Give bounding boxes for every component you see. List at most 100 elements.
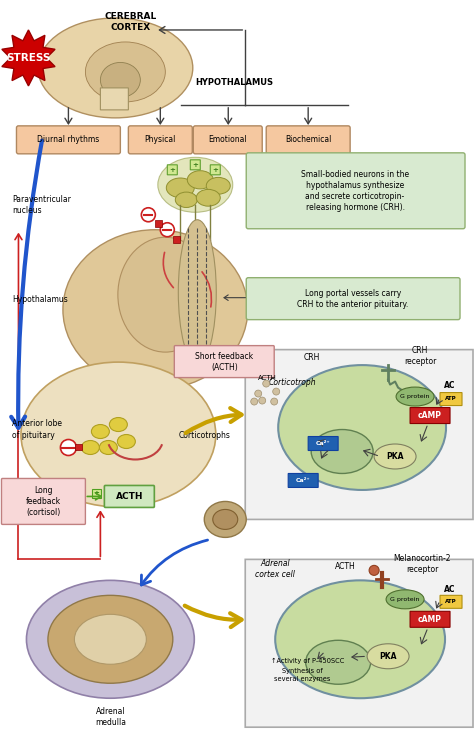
Text: +: + xyxy=(212,167,218,173)
Ellipse shape xyxy=(386,590,424,609)
Ellipse shape xyxy=(278,365,446,490)
Circle shape xyxy=(263,380,270,387)
Bar xyxy=(155,220,162,227)
FancyBboxPatch shape xyxy=(246,277,460,320)
Circle shape xyxy=(271,398,278,405)
Text: HYPOTHALAMUS: HYPOTHALAMUS xyxy=(195,78,273,88)
FancyBboxPatch shape xyxy=(440,393,462,406)
FancyBboxPatch shape xyxy=(104,485,155,507)
Text: Paraventricular
nucleus: Paraventricular nucleus xyxy=(12,195,72,215)
Text: +: + xyxy=(169,167,175,173)
Ellipse shape xyxy=(21,362,216,507)
Bar xyxy=(173,236,180,243)
Text: ACTH: ACTH xyxy=(258,374,277,380)
Text: Biochemical: Biochemical xyxy=(285,135,331,145)
FancyBboxPatch shape xyxy=(1,478,85,524)
Circle shape xyxy=(369,565,379,575)
Ellipse shape xyxy=(204,502,246,537)
FancyBboxPatch shape xyxy=(128,126,192,154)
Ellipse shape xyxy=(63,230,248,390)
Text: PKA: PKA xyxy=(379,652,397,661)
Circle shape xyxy=(60,439,76,456)
FancyBboxPatch shape xyxy=(167,165,177,174)
Text: Corticotroph: Corticotroph xyxy=(268,378,316,387)
Text: CEREBRAL
CORTEX: CEREBRAL CORTEX xyxy=(104,12,156,32)
Text: Adrenal
cortex cell: Adrenal cortex cell xyxy=(255,559,295,580)
Ellipse shape xyxy=(178,220,216,364)
Bar xyxy=(92,489,101,499)
Circle shape xyxy=(255,390,262,397)
Text: G protein: G protein xyxy=(401,394,430,399)
Ellipse shape xyxy=(206,177,230,194)
Text: Long
feedback
(cortisol): Long feedback (cortisol) xyxy=(26,486,61,517)
Circle shape xyxy=(251,398,258,405)
Ellipse shape xyxy=(196,189,220,206)
Text: Hypothalamus: Hypothalamus xyxy=(12,295,68,304)
Text: Ca²⁺: Ca²⁺ xyxy=(296,478,310,483)
FancyBboxPatch shape xyxy=(245,559,473,727)
Text: Emotional: Emotional xyxy=(209,135,247,145)
Ellipse shape xyxy=(91,425,109,439)
Ellipse shape xyxy=(118,237,213,352)
Ellipse shape xyxy=(100,63,140,97)
Text: ATP: ATP xyxy=(445,599,457,604)
FancyBboxPatch shape xyxy=(17,126,120,154)
Text: CRH
receptor: CRH receptor xyxy=(404,345,436,366)
Ellipse shape xyxy=(85,42,165,102)
Circle shape xyxy=(273,388,280,395)
Ellipse shape xyxy=(396,387,434,406)
Text: Small-bodied neurons in the
hypothalamus synthesize
and secrete corticotropin-
r: Small-bodied neurons in the hypothalamus… xyxy=(301,169,409,212)
Ellipse shape xyxy=(109,418,128,431)
Text: AC: AC xyxy=(444,585,456,593)
Text: ACTH: ACTH xyxy=(335,562,356,571)
FancyBboxPatch shape xyxy=(246,153,465,228)
Text: STRESS: STRESS xyxy=(6,53,51,63)
Text: ACTH: ACTH xyxy=(116,492,143,501)
Text: G protein: G protein xyxy=(391,597,420,602)
Ellipse shape xyxy=(74,615,146,664)
Ellipse shape xyxy=(213,510,238,529)
FancyBboxPatch shape xyxy=(266,126,350,154)
Circle shape xyxy=(160,223,174,237)
FancyBboxPatch shape xyxy=(245,350,473,520)
Polygon shape xyxy=(2,30,55,86)
Ellipse shape xyxy=(175,192,197,207)
FancyBboxPatch shape xyxy=(210,165,220,174)
Ellipse shape xyxy=(367,644,409,669)
FancyBboxPatch shape xyxy=(288,474,318,488)
Ellipse shape xyxy=(306,640,371,684)
FancyBboxPatch shape xyxy=(308,437,338,450)
Text: Ca²⁺: Ca²⁺ xyxy=(316,441,330,446)
Ellipse shape xyxy=(374,444,416,469)
Ellipse shape xyxy=(311,429,373,474)
Text: Diurnal rhythms: Diurnal rhythms xyxy=(37,135,100,145)
Ellipse shape xyxy=(118,434,136,448)
Text: ↑Activity of P-450SCC: ↑Activity of P-450SCC xyxy=(272,658,345,664)
Text: cAMP: cAMP xyxy=(418,615,442,624)
Ellipse shape xyxy=(48,596,173,683)
Text: Melanocortin-2
receptor: Melanocortin-2 receptor xyxy=(393,554,451,575)
FancyBboxPatch shape xyxy=(100,88,128,110)
Circle shape xyxy=(141,208,155,222)
Ellipse shape xyxy=(82,440,100,455)
Text: Anterior lobe
of pituitary: Anterior lobe of pituitary xyxy=(12,420,63,439)
Ellipse shape xyxy=(27,580,194,698)
Text: AC: AC xyxy=(444,381,456,390)
Ellipse shape xyxy=(166,178,194,198)
FancyBboxPatch shape xyxy=(190,160,201,170)
Text: Corticotrophs: Corticotrophs xyxy=(178,431,230,440)
Ellipse shape xyxy=(158,158,233,212)
Text: +: + xyxy=(93,491,100,496)
Text: Physical: Physical xyxy=(145,135,176,145)
Ellipse shape xyxy=(187,171,213,189)
FancyBboxPatch shape xyxy=(410,611,450,627)
Ellipse shape xyxy=(100,440,118,455)
FancyBboxPatch shape xyxy=(440,596,462,608)
Text: Synthesis of
several enzymes: Synthesis of several enzymes xyxy=(274,669,330,682)
FancyBboxPatch shape xyxy=(410,407,450,423)
Text: Adrenal
medulla: Adrenal medulla xyxy=(95,707,126,727)
Ellipse shape xyxy=(38,18,193,118)
Text: cAMP: cAMP xyxy=(418,411,442,420)
Circle shape xyxy=(259,397,266,404)
FancyBboxPatch shape xyxy=(174,345,274,377)
